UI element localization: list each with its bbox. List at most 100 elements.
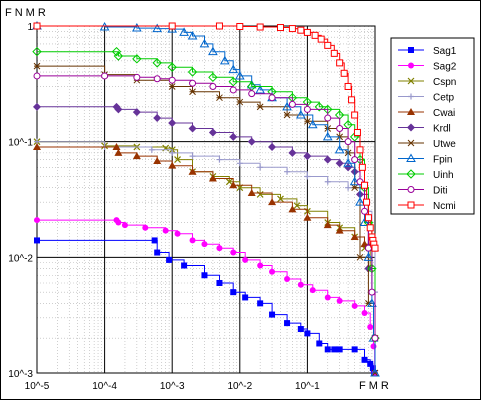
data-point-ncmi [324,41,332,49]
data-point-sag1 [230,289,237,296]
data-point-diti [229,86,237,94]
data-point-krdl [168,119,177,128]
legend-label: Diti [433,186,447,197]
data-point-uinh [208,72,218,83]
data-point-fpin [99,22,110,31]
data-point-sag2 [142,224,149,231]
data-point-krdl [303,152,312,161]
series-line-ncmi [37,25,376,249]
data-point-uinh [314,102,325,112]
data-point-sag1 [367,360,374,367]
data-point-diti [351,156,359,164]
y-tick-label: 10^-3 [8,369,33,380]
series-line-fpin [37,25,376,373]
data-point-cspn [256,190,264,198]
data-point-utwe [283,111,291,119]
legend-item-cspn: Cspn [398,77,456,88]
data-point-fpin [334,144,345,154]
data-point-fpin [152,23,163,33]
legend-label: Cwai [433,108,455,119]
data-point-fpin [359,217,370,227]
data-point-sag1 [369,365,376,372]
data-point-ncmi [33,22,41,30]
series-utwe [33,62,379,377]
data-point-sag2 [216,245,223,252]
data-point-sag1 [324,346,331,353]
data-point-sag2 [121,222,128,229]
data-point-uinh [132,54,142,64]
data-point-krdl [33,102,41,111]
data-point-sag2 [242,256,249,263]
data-point-diti [168,76,176,84]
data-point-utwe [33,62,41,70]
series-line-diti [37,75,376,339]
legend-item-ncmi: Ncmi [398,201,456,212]
data-point-cspn [174,156,181,164]
legend-marker-diti [407,186,415,193]
series-line-uinh [37,51,376,339]
data-point-krdl [208,128,217,137]
data-point-diti [209,82,217,90]
data-point-cwai [323,221,332,229]
data-point-cetp [148,146,155,153]
data-point-sag2 [367,323,374,330]
data-point-sag2 [115,219,122,226]
data-point-fpin [199,38,210,48]
data-point-sag2 [230,249,237,256]
data-point-fpin [355,197,365,206]
legend-marker-cetp [408,93,414,100]
data-point-diti [101,72,109,80]
data-point-cwai [229,181,238,189]
minor-grid [37,26,375,373]
data-point-sag1 [316,340,323,347]
data-point-krdl [323,155,332,164]
legend-label: Sag1 [433,46,457,57]
data-point-sag1 [297,326,304,333]
data-point-krdl [344,163,353,172]
legend-item-fpin: Fpin [398,153,452,166]
legend-label: Fpin [433,155,452,166]
data-point-diti [189,79,197,87]
data-point-cwai [112,142,121,150]
legend-marker-uinh [406,169,416,179]
legend-marker-cspn [407,77,415,85]
data-point-fpin [255,84,266,94]
data-point-cetp [284,168,291,175]
legend-label: Utwe [433,139,456,150]
plot-border [36,25,376,374]
data-point-ncmi [348,96,356,104]
data-point-krdl [335,159,344,168]
data-point-ncmi [336,59,344,67]
legend-item-sag2: Sag2 [398,62,457,73]
data-point-cetp [257,164,264,171]
data-point-ncmi [344,82,352,90]
data-point-diti [268,94,276,102]
legend-label: Uinh [433,170,454,181]
data-point-ncmi [371,244,379,252]
data-point-krdl [247,137,256,146]
data-point-ncmi [330,49,338,57]
data-point-cetp [236,160,243,167]
data-point-cwai [114,148,123,156]
data-point-fpin [282,101,292,111]
data-point-diti [336,124,344,132]
data-point-cetp [169,149,176,156]
legend-label: Ncmi [433,201,456,212]
data-point-fpin [307,119,318,129]
data-point-ncmi [276,24,284,32]
data-point-cetp [304,173,311,180]
data-point-sag1 [34,237,40,244]
data-point-diti [248,90,256,98]
legend-label: Sag2 [433,62,457,73]
tick-labels: 10^-5 10^-4 10^-3 10^-2 10^-1 1 10^-1 10^-2 10^-… [8,22,320,392]
data-point-sag1 [216,279,223,286]
series-line-sag1 [37,239,375,373]
data-point-uinh [152,58,162,68]
data-point-cspn [225,178,233,186]
data-point-krdl [188,124,197,133]
data-point-ncmi [358,163,366,171]
x-axis-label: FMR [359,380,392,392]
series-fpin [32,20,380,377]
